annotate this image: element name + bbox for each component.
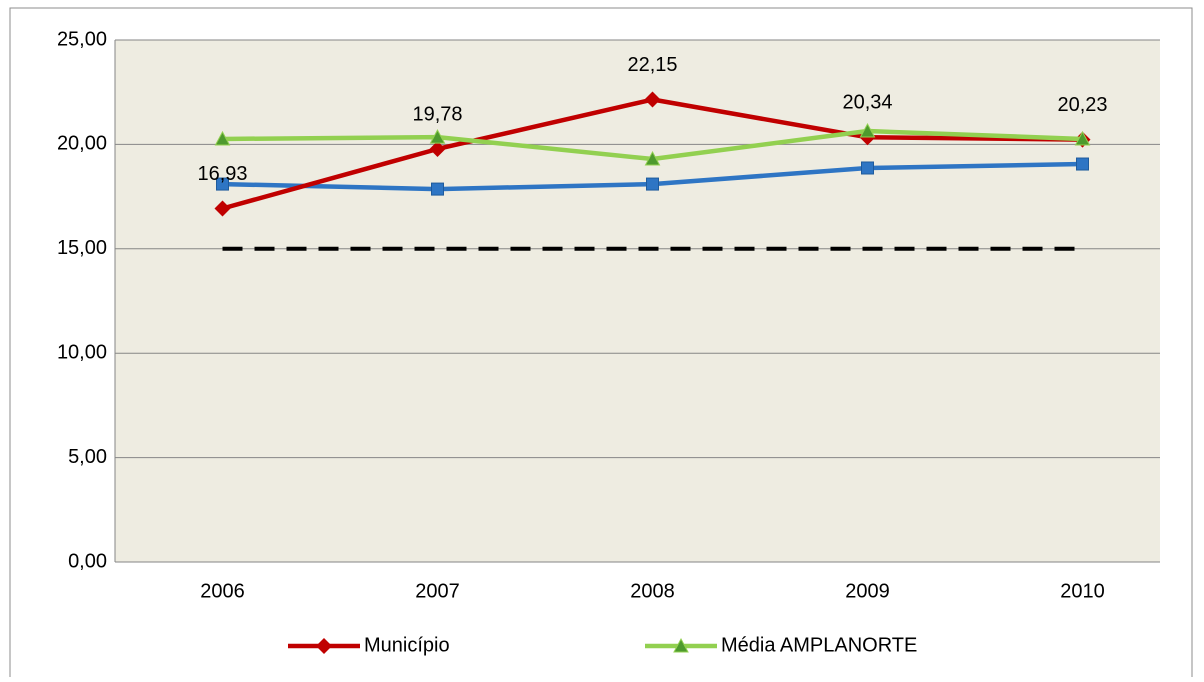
y-tick-label: 5,00 (68, 446, 107, 468)
y-tick-label: 25,00 (57, 28, 107, 50)
y-tick-label: 10,00 (57, 341, 107, 363)
y-tick-label: 0,00 (68, 550, 107, 572)
data-point (214, 200, 231, 217)
data-point (644, 91, 661, 108)
data-label: 16,93 (197, 163, 247, 185)
plot-area (115, 40, 1160, 562)
data-label: 22,15 (627, 54, 677, 76)
legend-marker (316, 638, 332, 654)
data-point (644, 150, 661, 166)
data-point (646, 177, 659, 191)
legend-label: Município (364, 634, 450, 656)
data-point (1074, 130, 1091, 146)
data-point (429, 129, 446, 144)
y-tick-label: 15,00 (57, 237, 107, 259)
data-point (216, 177, 229, 191)
x-tick-label: 2009 (845, 580, 890, 602)
data-point (431, 182, 444, 196)
x-tick-label: 2006 (200, 580, 245, 602)
data-label: 19,78 (412, 103, 462, 125)
data-point (214, 130, 231, 146)
data-point (429, 140, 446, 157)
x-tick-label: 2010 (1060, 580, 1105, 602)
data-label: 20,23 (1057, 94, 1107, 116)
data-label: 20,34 (842, 92, 892, 114)
data-point (861, 161, 874, 175)
legend-marker (673, 637, 689, 653)
data-point (1076, 157, 1089, 171)
legend-label: Média AMPLANORTE (721, 634, 917, 656)
data-point (859, 122, 876, 138)
y-tick-label: 20,00 (57, 133, 107, 155)
x-tick-label: 2007 (415, 580, 460, 602)
x-tick-label: 2008 (630, 580, 675, 602)
